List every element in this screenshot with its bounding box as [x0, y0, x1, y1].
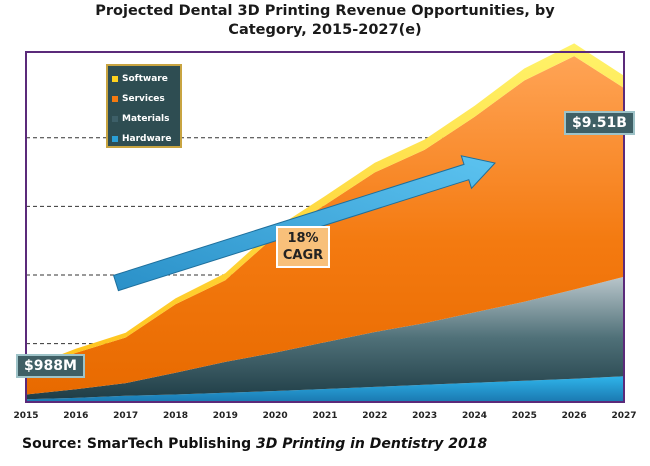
- cagr-callout: 18% CAGR: [276, 226, 330, 268]
- cagr-percent: 18%: [287, 231, 319, 246]
- legend-item-materials: Materials: [112, 109, 180, 129]
- chart-title-line-2: Category, 2015-2027(e): [228, 22, 422, 38]
- legend-label: Software: [122, 74, 168, 84]
- x-tick-2023: 2023: [412, 411, 437, 421]
- area-materials: [26, 276, 624, 400]
- x-tick-2025: 2025: [512, 411, 537, 421]
- chart-title-line-1: Projected Dental 3D Printing Revenue Opp…: [95, 3, 555, 19]
- legend-swatch: [112, 136, 118, 142]
- legend-item-services: Services: [112, 89, 180, 109]
- x-tick-2017: 2017: [113, 411, 138, 421]
- x-tick-2020: 2020: [263, 411, 288, 421]
- legend-label: Materials: [122, 114, 170, 124]
- source-prefix: Source: SmarTech Publishing: [22, 436, 256, 452]
- legend-swatch: [112, 76, 118, 82]
- x-tick-2019: 2019: [213, 411, 238, 421]
- source-note: Source: SmarTech Publishing 3D Printing …: [22, 436, 487, 452]
- x-tick-2016: 2016: [63, 411, 88, 421]
- plot-frame: [25, 51, 625, 403]
- x-axis-ticks: 2015 2016 2017 2018 2019 2020 2021 2022 2023 2024…: [13, 411, 636, 421]
- x-tick-2024: 2024: [462, 411, 487, 421]
- legend-item-software: Software: [112, 69, 180, 89]
- cagr-label: CAGR: [282, 248, 324, 263]
- x-tick-2027: 2027: [611, 411, 636, 421]
- growth-arrow-shape: [112, 155, 496, 292]
- legend-label: Hardware: [122, 134, 172, 144]
- x-tick-2026: 2026: [562, 411, 587, 421]
- x-tick-2015: 2015: [13, 411, 38, 421]
- legend-item-hardware: Hardware: [112, 129, 180, 149]
- chart-title: Projected Dental 3D Printing Revenue Opp…: [0, 2, 650, 40]
- growth-arrow: [112, 155, 496, 292]
- legend-swatch: [112, 116, 118, 122]
- x-tick-2022: 2022: [362, 411, 387, 421]
- area-hardware: [26, 376, 624, 402]
- x-tick-2021: 2021: [312, 411, 337, 421]
- legend-label: Services: [122, 94, 165, 104]
- start-value-callout: $988M: [16, 354, 85, 378]
- legend-swatch: [112, 96, 118, 102]
- source-publication: 3D Printing in Dentistry 2018: [256, 436, 488, 452]
- x-tick-2018: 2018: [163, 411, 188, 421]
- legend: Software Services Materials Hardware: [106, 64, 182, 148]
- end-value-callout: $9.51B: [564, 111, 635, 135]
